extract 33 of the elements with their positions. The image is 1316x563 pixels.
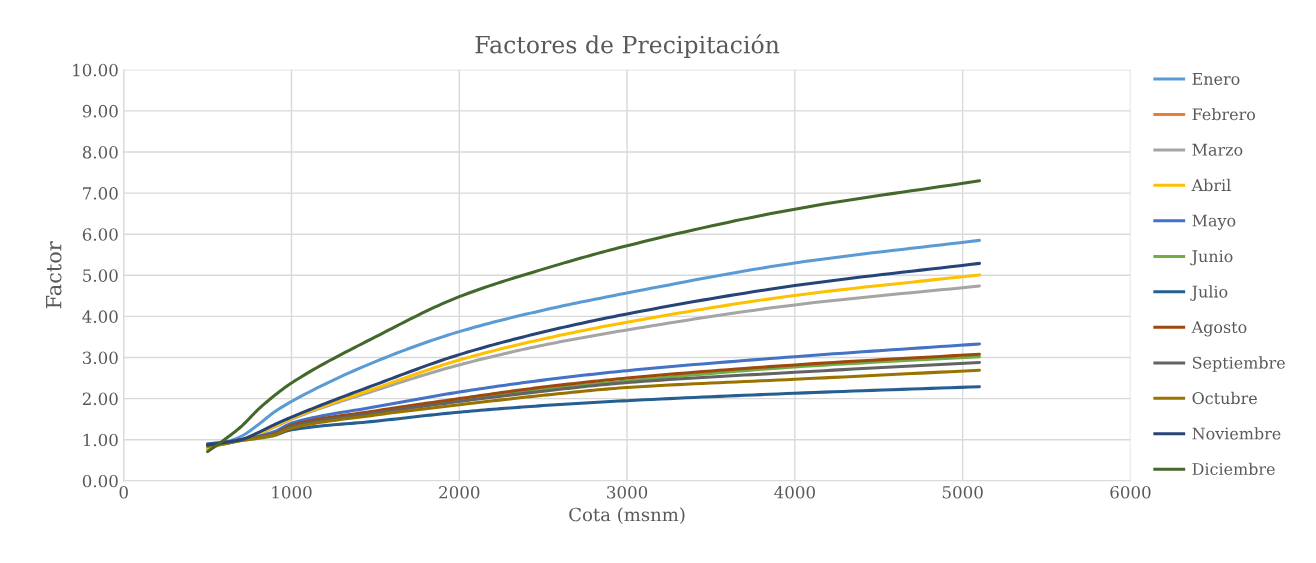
y-tick-label: 7.00 [83,187,118,200]
legend-label: Marzo [1192,143,1243,156]
legend-label: Diciembre [1192,462,1275,475]
x-tick-label: 5000 [942,485,983,499]
legend-label: Junio [1190,250,1233,266]
legend-label: Abril [1191,178,1231,192]
x-tick-label: 2000 [439,485,480,499]
x-tick-label: 3000 [607,485,648,499]
legend-label: Noviembre [1192,427,1281,440]
y-tick-label: 0.00 [82,474,118,488]
y-tick-label: 6.00 [82,228,118,241]
x-tick-label: 0 [119,485,128,499]
legend-label: Mayo [1192,214,1236,230]
legend-label: Julio [1190,285,1228,301]
y-tick-label: 10.00 [73,63,118,77]
x-tick-label: 1000 [272,485,312,499]
y-tick-label: 9.00 [82,104,118,118]
y-tick-label: 3.00 [83,351,118,365]
y-tick-label: 2.00 [82,392,118,406]
y-tick-label: 1.00 [83,433,118,447]
x-tick-label: 6000 [1110,485,1151,499]
legend-label: Febrero [1192,107,1256,121]
x-tick-label: 4000 [774,485,815,499]
legend-label: Agosto [1191,321,1247,337]
y-tick-label: 8.00 [82,145,118,159]
y-tick-label: 4.00 [82,310,118,323]
chart-title: Factores de Precipitación [475,34,780,59]
legend-label: Enero [1192,73,1240,85]
x-axis-title: Cota (msnm) [569,507,685,524]
y-tick-label: 5.00 [83,269,118,282]
legend-label: Septiembre [1192,356,1285,372]
legend-label: Octubre [1192,391,1257,405]
y-axis-title: Factor [46,241,62,309]
